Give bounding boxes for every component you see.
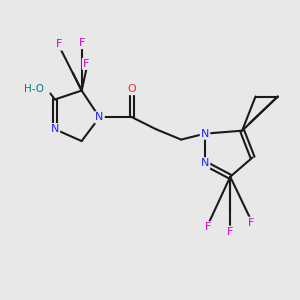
Text: F: F (56, 40, 62, 50)
Text: O: O (128, 84, 136, 94)
Text: N: N (51, 124, 59, 134)
Text: F: F (83, 59, 89, 69)
Text: F: F (227, 227, 233, 237)
Text: N: N (95, 112, 104, 122)
Text: F: F (79, 38, 85, 48)
Text: F: F (248, 218, 254, 228)
Text: N: N (201, 158, 209, 168)
Text: F: F (205, 222, 211, 232)
Text: H-O: H-O (24, 84, 44, 94)
Text: N: N (201, 129, 209, 139)
